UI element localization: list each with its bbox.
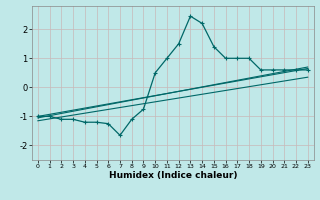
X-axis label: Humidex (Indice chaleur): Humidex (Indice chaleur) (108, 171, 237, 180)
